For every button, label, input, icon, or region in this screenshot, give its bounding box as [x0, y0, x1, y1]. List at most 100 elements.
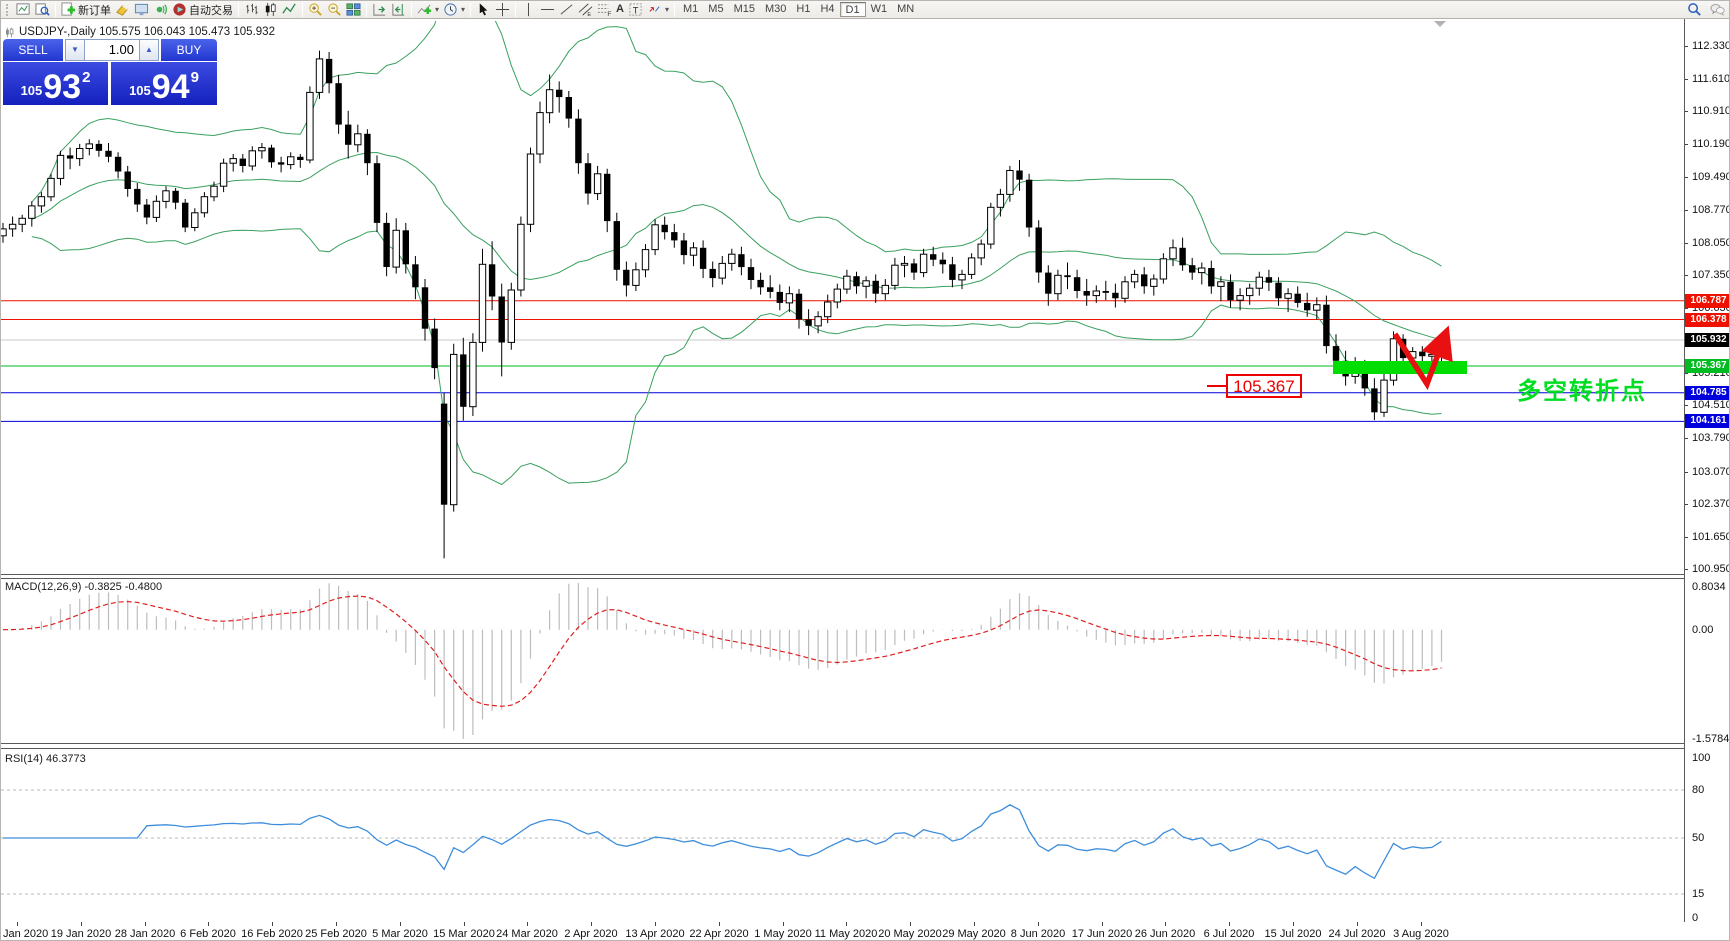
price-tick-label: 102.370 — [1692, 498, 1730, 510]
pane-separator[interactable] — [1, 743, 1684, 744]
text-tool-button[interactable]: A — [614, 2, 626, 18]
rsi-pane — [1, 789, 1684, 895]
tab-timeframe-m15[interactable]: M15 — [733, 3, 755, 15]
buy-price-pip: 9 — [190, 69, 199, 86]
candle-chart-mode-button[interactable] — [261, 2, 280, 18]
date-label: 5 Mar 2020 — [372, 928, 428, 940]
chat-icon[interactable] — [1710, 2, 1725, 17]
price-tag: 104.785 — [1685, 386, 1729, 400]
symbol-ohlc-title: USDJPY-,Daily 105.575 106.043 105.473 10… — [19, 26, 275, 38]
rsi-indicator-label: RSI(14) 46.3773 — [5, 753, 86, 765]
new-chart-button[interactable] — [14, 2, 33, 18]
macd-axis-zero: 0.00 — [1692, 624, 1714, 636]
lot-decrease-button[interactable]: ▼ — [65, 39, 85, 61]
tab-timeframe-d1[interactable]: D1 — [839, 2, 866, 17]
zoom-out-icon — [328, 3, 341, 16]
price-tick-label: 101.650 — [1692, 531, 1730, 543]
price-tag: 106.787 — [1685, 294, 1729, 308]
sell-button[interactable]: SELL — [3, 39, 63, 61]
arrows-tool-button[interactable]: ▾ — [645, 2, 671, 18]
zoom-in-button[interactable] — [306, 2, 325, 18]
cursor-tool-button[interactable] — [474, 2, 493, 18]
clock-icon — [444, 3, 457, 16]
date-label: 6 Jul 2020 — [1203, 928, 1255, 940]
chart-shift-marker[interactable] — [1434, 21, 1446, 27]
fibonacci-tool-button[interactable]: F — [595, 2, 614, 18]
date-tick — [272, 922, 273, 926]
buy-button[interactable]: BUY — [161, 39, 217, 61]
price-tag: 105.932 — [1685, 333, 1729, 347]
date-tick — [783, 922, 784, 926]
price-tick — [1684, 504, 1688, 505]
pane-separator[interactable] — [1, 578, 1684, 579]
tab-timeframe-m5[interactable]: M5 — [708, 3, 724, 15]
date-label: 1 May 2020 — [754, 928, 812, 940]
level-callout-box[interactable]: 105.367 — [1226, 374, 1302, 398]
tab-timeframe-m30[interactable]: M30 — [764, 3, 787, 15]
new-order-button[interactable]: 新订单 — [59, 2, 113, 18]
zoom-out-button[interactable] — [325, 2, 344, 18]
crosshair-tool-button[interactable] — [493, 2, 512, 18]
price-tick — [1684, 537, 1688, 538]
price-tick-label: 108.050 — [1692, 237, 1730, 249]
date-label: 15 Jul 2020 — [1264, 928, 1322, 940]
date-tick — [974, 922, 975, 926]
line-chart-mode-button[interactable] — [280, 2, 299, 18]
bar-chart-mode-button[interactable] — [242, 2, 261, 18]
equidistant-channel-icon: E — [578, 3, 593, 17]
price-tick-label: 110.910 — [1692, 105, 1730, 117]
price-tick — [1684, 438, 1688, 439]
candle-chart-icon — [265, 2, 276, 17]
tab-timeframe-h1[interactable]: H1 — [796, 3, 811, 15]
chart-shift-icon — [392, 3, 405, 16]
sell-price-pip: 2 — [82, 69, 91, 86]
trendline-tool-button[interactable] — [557, 2, 576, 18]
auto-trading-button[interactable]: 自动交易 — [170, 2, 235, 18]
metaeditor-button[interactable] — [113, 2, 132, 18]
date-label: 24 Jul 2020 — [1328, 928, 1386, 940]
search-icon[interactable] — [1687, 2, 1702, 17]
profiles-button[interactable] — [33, 2, 52, 18]
sell-price-big: 93 — [43, 68, 82, 106]
vertical-line-icon — [528, 2, 529, 17]
pane-separator[interactable] — [1, 748, 1684, 749]
tab-timeframe-m1[interactable]: M1 — [683, 3, 699, 15]
toolbar-separator — [674, 2, 675, 17]
rsi-axis-label: 0 — [1692, 912, 1699, 924]
tile-windows-button[interactable] — [344, 2, 363, 18]
bar-chart-icon — [246, 3, 258, 15]
vline-tool-button[interactable] — [519, 2, 538, 18]
tab-timeframe-w1[interactable]: W1 — [870, 3, 888, 15]
indicators-dropdown-caret: ▾ — [435, 5, 440, 14]
chart-canvas[interactable] — [1, 19, 1730, 941]
price-tick-label: 107.350 — [1692, 269, 1730, 281]
price-tick — [1684, 210, 1688, 211]
lot-increase-button[interactable]: ▲ — [139, 39, 159, 61]
date-label: 2 Apr 2020 — [564, 928, 618, 940]
price-axis-border — [1684, 19, 1685, 922]
lot-size-input[interactable]: 1.00 — [85, 39, 139, 61]
date-label: Jan 2020 — [3, 928, 49, 940]
turning-point-note[interactable]: 多空转折点 — [1517, 378, 1647, 405]
auto-scroll-button[interactable] — [370, 2, 389, 18]
label-tool-button[interactable]: T — [626, 2, 645, 18]
toolbar-separator — [302, 2, 303, 17]
arrows-icon — [649, 6, 660, 12]
hline-tool-button[interactable] — [538, 2, 557, 18]
indicators-button[interactable]: ▾ — [415, 2, 441, 18]
price-tick-label: 104.510 — [1692, 399, 1730, 411]
channel-tool-button[interactable]: E — [576, 2, 595, 18]
tab-timeframe-mn[interactable]: MN — [897, 3, 915, 15]
chart-shift-button[interactable] — [389, 2, 408, 18]
main-toolbar: 新订单 自动交易 — [1, 1, 1729, 19]
pane-separator[interactable] — [1, 574, 1684, 575]
sell-price-display[interactable]: 105 93 2 — [3, 62, 108, 105]
signals-button[interactable] — [151, 2, 170, 18]
one-click-trade-panel: SELL ▼ 1.00 ▲ BUY 105 93 2 105 94 9 — [3, 39, 217, 105]
terminal-button[interactable] — [132, 2, 151, 18]
toolbar-separator — [515, 2, 517, 17]
buy-price-display[interactable]: 105 94 9 — [111, 62, 217, 105]
date-label: 3 Aug 2020 — [1393, 928, 1449, 940]
periods-button[interactable]: ▾ — [441, 2, 467, 18]
tab-timeframe-h4[interactable]: H4 — [820, 3, 835, 15]
